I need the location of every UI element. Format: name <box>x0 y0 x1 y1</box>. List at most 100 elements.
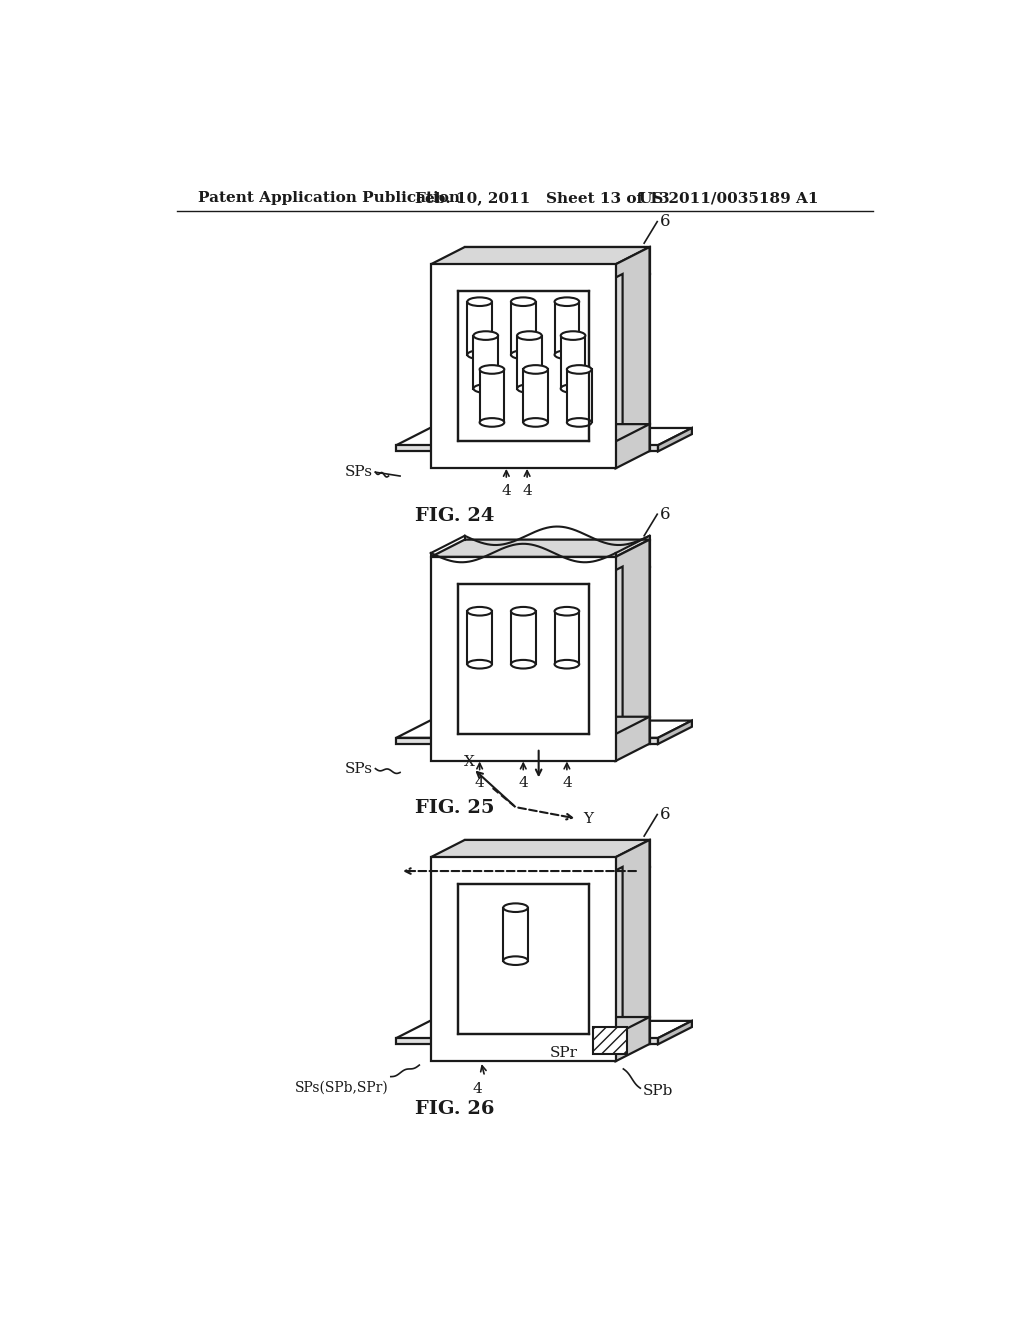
Polygon shape <box>589 867 623 1035</box>
Ellipse shape <box>523 366 548 374</box>
Polygon shape <box>431 840 649 857</box>
Polygon shape <box>555 611 580 664</box>
Ellipse shape <box>561 331 586 339</box>
Text: SPb: SPb <box>643 1084 673 1098</box>
Polygon shape <box>431 1016 649 1035</box>
Polygon shape <box>458 292 589 441</box>
Polygon shape <box>503 908 528 961</box>
Polygon shape <box>658 721 692 744</box>
Polygon shape <box>615 540 649 760</box>
Polygon shape <box>458 275 623 292</box>
Text: FIG. 24: FIG. 24 <box>416 507 495 525</box>
Polygon shape <box>658 428 692 451</box>
Text: 4: 4 <box>518 776 528 791</box>
Polygon shape <box>396 445 658 451</box>
Text: 4: 4 <box>522 483 532 498</box>
Text: Y: Y <box>584 812 593 826</box>
Polygon shape <box>589 566 623 734</box>
Polygon shape <box>396 738 658 744</box>
Text: Patent Application Publication: Patent Application Publication <box>199 191 461 206</box>
Text: 4: 4 <box>475 776 484 791</box>
Ellipse shape <box>561 384 586 393</box>
Ellipse shape <box>517 331 542 339</box>
Ellipse shape <box>479 366 504 374</box>
Polygon shape <box>467 611 492 664</box>
Ellipse shape <box>511 607 536 615</box>
Text: 6: 6 <box>659 506 670 523</box>
Ellipse shape <box>503 957 528 965</box>
Polygon shape <box>623 275 649 424</box>
Text: SPs: SPs <box>345 465 373 479</box>
Polygon shape <box>511 611 536 664</box>
Text: X: X <box>464 755 475 770</box>
Text: 6: 6 <box>659 213 670 230</box>
Polygon shape <box>593 1027 628 1053</box>
Polygon shape <box>465 424 649 451</box>
Polygon shape <box>465 1016 649 1044</box>
Ellipse shape <box>467 660 492 668</box>
Text: FIG. 25: FIG. 25 <box>416 800 495 817</box>
Ellipse shape <box>503 903 528 912</box>
Polygon shape <box>467 302 492 355</box>
Polygon shape <box>431 424 649 441</box>
Polygon shape <box>431 557 615 760</box>
Polygon shape <box>589 275 623 441</box>
Ellipse shape <box>479 418 504 426</box>
Polygon shape <box>396 1038 658 1044</box>
Polygon shape <box>658 1020 692 1044</box>
Text: SPs(SPb,SPr): SPs(SPb,SPr) <box>295 1081 388 1094</box>
Ellipse shape <box>511 660 536 668</box>
Polygon shape <box>458 583 589 734</box>
Ellipse shape <box>517 384 542 393</box>
Ellipse shape <box>473 331 498 339</box>
Polygon shape <box>396 721 692 738</box>
Ellipse shape <box>555 660 580 668</box>
Ellipse shape <box>511 350 536 359</box>
Polygon shape <box>465 247 649 275</box>
Polygon shape <box>465 566 492 717</box>
Polygon shape <box>465 867 492 1016</box>
Ellipse shape <box>567 366 592 374</box>
Polygon shape <box>396 1020 692 1038</box>
Polygon shape <box>458 566 623 583</box>
Polygon shape <box>517 335 542 388</box>
Polygon shape <box>511 302 536 355</box>
Text: 4: 4 <box>562 776 571 791</box>
Polygon shape <box>465 540 649 566</box>
Text: Feb. 10, 2011   Sheet 13 of 13: Feb. 10, 2011 Sheet 13 of 13 <box>416 191 670 206</box>
Polygon shape <box>431 857 615 1061</box>
Polygon shape <box>431 540 649 557</box>
Text: 4: 4 <box>472 1082 482 1096</box>
Polygon shape <box>458 867 623 884</box>
Polygon shape <box>396 428 692 445</box>
Text: SPr: SPr <box>550 1045 579 1060</box>
Polygon shape <box>465 717 649 743</box>
Polygon shape <box>431 247 649 264</box>
Polygon shape <box>431 264 615 469</box>
Polygon shape <box>465 275 492 424</box>
Polygon shape <box>431 717 649 734</box>
Text: FIG. 26: FIG. 26 <box>416 1100 495 1118</box>
Ellipse shape <box>555 350 580 359</box>
Ellipse shape <box>467 297 492 306</box>
Polygon shape <box>458 884 589 1035</box>
Polygon shape <box>561 335 586 388</box>
Polygon shape <box>623 566 649 717</box>
Ellipse shape <box>473 384 498 393</box>
Text: 6: 6 <box>659 807 670 822</box>
Text: SPs: SPs <box>345 762 373 776</box>
Polygon shape <box>465 840 649 867</box>
Polygon shape <box>473 335 498 388</box>
Text: 4: 4 <box>502 483 511 498</box>
Polygon shape <box>567 370 592 422</box>
Ellipse shape <box>555 607 580 615</box>
Polygon shape <box>479 370 504 422</box>
Polygon shape <box>615 247 649 469</box>
Polygon shape <box>615 840 649 1061</box>
Ellipse shape <box>467 350 492 359</box>
Polygon shape <box>555 302 580 355</box>
Ellipse shape <box>511 297 536 306</box>
Text: US 2011/0035189 A1: US 2011/0035189 A1 <box>639 191 818 206</box>
Ellipse shape <box>555 297 580 306</box>
Ellipse shape <box>567 418 592 426</box>
